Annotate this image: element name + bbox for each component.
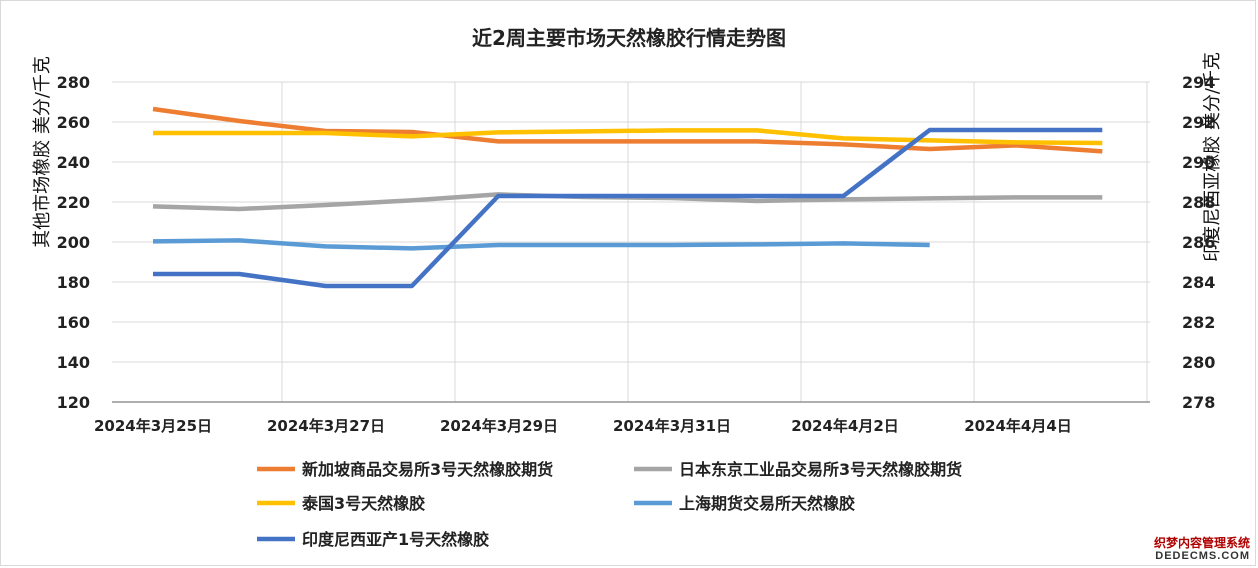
y-left-tick-label: 160 (57, 313, 90, 332)
legend-item-label: 日本东京工业品交易所3号天然橡胶期货 (679, 460, 962, 479)
x-tick-label: 2024年3月27日 (267, 417, 385, 435)
y-right-tick-label: 294 (1182, 73, 1215, 92)
y-right-tick-label: 278 (1182, 393, 1215, 412)
y-right-tick-label: 284 (1182, 273, 1215, 292)
y-left-tick-label: 140 (57, 353, 90, 372)
legend: 新加坡商品交易所3号天然橡胶期货 日本东京工业品交易所3号天然橡胶期货泰国3号天然… (257, 460, 962, 549)
y-left-tick-label: 180 (57, 273, 90, 292)
series-line-5 (153, 127, 1103, 289)
y-left-tick-label: 280 (57, 73, 90, 92)
y-right-tick-label: 282 (1182, 313, 1215, 332)
y-left-tick-label: 240 (57, 153, 90, 172)
watermark-line1: 织梦内容管理系统 (1153, 535, 1250, 550)
series-line-3 (153, 128, 1103, 146)
legend-item-label: 新加坡商品交易所3号天然橡胶期货 (302, 460, 553, 479)
y-left-tick-label: 260 (57, 113, 90, 132)
y-left-tick-label: 220 (57, 193, 90, 212)
y-axis-right-label: 印度尼西亚橡胶 美分/千克 (1202, 52, 1223, 262)
legend-item-label: 上海期货交易所天然橡胶 (679, 494, 855, 513)
y-left-tick-label: 120 (57, 393, 90, 412)
x-tick-label: 2024年4月4日 (964, 417, 1072, 435)
y-right-tick-label: 290 (1182, 153, 1215, 172)
y-right-tick-label: 292 (1182, 113, 1215, 132)
tick-layer: 120 140 160 180 200 220 240 260 280 278 280 282 284 2… (57, 73, 1216, 435)
series-layer (152, 106, 1103, 289)
series-line-1 (152, 106, 1103, 154)
legend-item-label: 泰国3号天然橡胶 (301, 494, 425, 513)
legend-item-label: 印度尼西亚产1号天然橡胶 (302, 530, 489, 549)
y-right-tick-label: 286 (1182, 233, 1215, 252)
x-tick-label: 2024年3月29日 (440, 417, 558, 435)
y-left-tick-label: 200 (57, 233, 90, 252)
series-line-4 (152, 238, 930, 251)
watermark-line2: DEDECMS.COM (1155, 549, 1250, 562)
chart-title: 近2周主要市场天然橡胶行情走势图 (472, 26, 786, 50)
x-tick-label: 2024年3月31日 (613, 417, 731, 435)
x-tick-label: 2024年4月2日 (791, 417, 899, 435)
watermark: 织梦内容管理系统 DEDECMS.COM (1153, 535, 1250, 562)
y-right-tick-label: 288 (1182, 193, 1215, 212)
x-tick-label: 2024年3月25日 (94, 417, 212, 435)
y-axis-left-label: 其他市场橡胶 美分/千克 (32, 56, 53, 248)
y-right-tick-label: 280 (1182, 353, 1215, 372)
